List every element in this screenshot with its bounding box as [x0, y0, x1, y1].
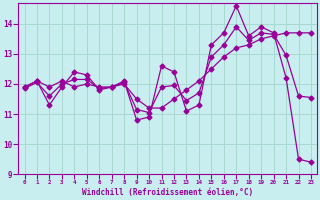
X-axis label: Windchill (Refroidissement éolien,°C): Windchill (Refroidissement éolien,°C) — [82, 188, 253, 197]
